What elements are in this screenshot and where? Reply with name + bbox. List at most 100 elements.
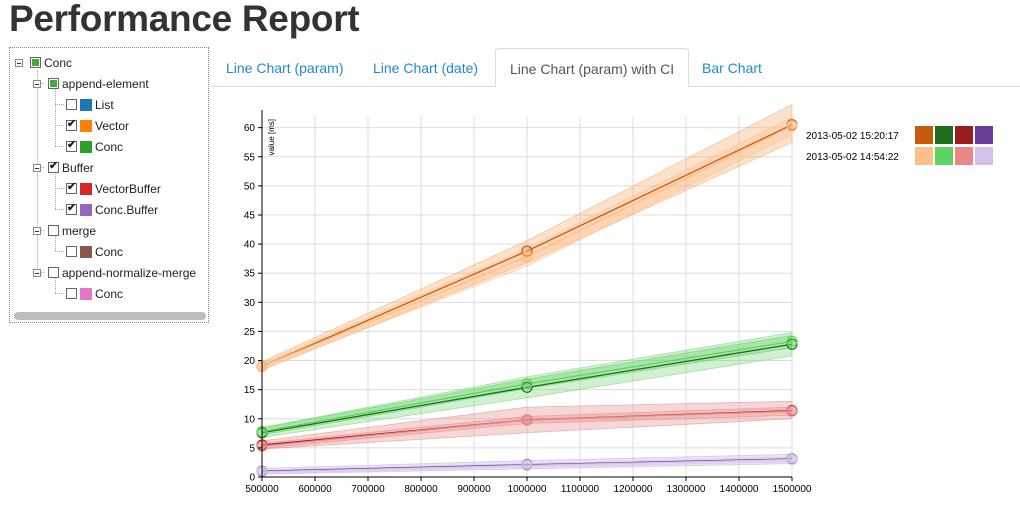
tree-panel: Conc append-element List ✔ Vector ✔ Conc ✔ Buffe…: [9, 47, 209, 323]
tree-connector: [55, 188, 64, 189]
tree-checkbox[interactable]: [48, 78, 59, 89]
tree-item[interactable]: ✔ Conc.Buffer: [66, 199, 158, 220]
tree-item-label: List: [95, 97, 114, 112]
color-swatch: [80, 98, 92, 111]
legend-swatch: [955, 126, 973, 144]
y-tick-label: 15: [244, 385, 256, 396]
tree-item[interactable]: ✔ VectorBuffer: [66, 178, 161, 199]
tree-checkbox[interactable]: [66, 246, 77, 257]
legend: 2013-05-02 15:20:17 2013-05-02 14:54:22: [806, 126, 993, 165]
data-point: [521, 381, 533, 393]
data-points: [256, 119, 798, 478]
collapse-icon[interactable]: [33, 268, 41, 277]
collapse-icon[interactable]: [33, 226, 41, 235]
y-axis-label: value [ms]: [267, 119, 276, 155]
series-lines: [261, 124, 793, 473]
y-tick-label: 10: [244, 414, 256, 425]
tree-item[interactable]: Conc: [15, 52, 72, 73]
checkmark-icon: ✔: [67, 181, 77, 193]
collapse-icon[interactable]: [33, 163, 41, 172]
tree-checkbox[interactable]: ✔: [66, 118, 77, 131]
x-tick-label: 1100000: [561, 484, 600, 495]
tree-connector: [55, 251, 64, 252]
tree-checkbox[interactable]: [48, 267, 59, 278]
data-point: [521, 414, 533, 426]
data-point: [786, 120, 798, 132]
x-tick-label: 1200000: [614, 484, 653, 495]
line-chart: 0 5 10 15 20 25 30 35 40 45 50 55 60 500000 600000 7000…: [244, 103, 993, 495]
y-tick-label: 20: [244, 356, 256, 367]
horizontal-scrollbar[interactable]: [14, 312, 206, 320]
checkmark-icon: ✔: [67, 139, 77, 151]
legend-swatch: [915, 126, 933, 144]
tree-item[interactable]: ✔ Vector: [66, 115, 129, 136]
x-tick-label: 800000: [404, 484, 438, 495]
tree-item[interactable]: Conc: [66, 241, 123, 262]
tab-item[interactable]: Line Chart (param): [226, 60, 344, 76]
tree-item-label: Buffer: [62, 160, 94, 175]
y-tick-label: 55: [244, 152, 256, 163]
data-point: [521, 251, 533, 263]
tree-item[interactable]: append-normalize-merge: [33, 262, 196, 283]
legend-swatch: [975, 147, 993, 165]
tree-item-label: Conc: [95, 139, 124, 154]
tree-item[interactable]: List: [66, 94, 114, 115]
data-point: [786, 335, 798, 347]
tree-item-label: Vector: [95, 118, 130, 133]
series-line: [261, 410, 793, 447]
tree-checkbox[interactable]: ✔: [48, 160, 59, 173]
y-tick-label: 45: [244, 210, 256, 221]
tree-item-label: Conc: [95, 244, 124, 259]
tree-checkbox[interactable]: [48, 225, 59, 236]
tab-item[interactable]: Bar Chart: [702, 60, 762, 76]
tab-item[interactable]: Line Chart (date): [373, 60, 479, 76]
data-point: [786, 405, 798, 417]
color-swatch: [80, 119, 92, 132]
x-tick-label: 1400000: [720, 484, 759, 495]
data-point: [786, 453, 798, 466]
y-tick-label: 60: [244, 123, 256, 134]
color-swatch: [80, 182, 92, 195]
tree-connector: [55, 171, 56, 209]
tree-connector: [55, 234, 56, 251]
series-line: [261, 343, 793, 434]
tree-item[interactable]: ✔ Conc: [66, 136, 123, 157]
y-tick-label: 35: [244, 269, 256, 280]
data-point: [521, 378, 533, 390]
tab-item[interactable]: Line Chart (param) with CI: [495, 48, 690, 87]
checkmark-icon: ✔: [49, 160, 59, 172]
tree-checkbox[interactable]: ✔: [66, 181, 77, 194]
tree-item[interactable]: append-element: [33, 73, 149, 94]
page-title: Performance Report: [9, 0, 360, 39]
collapse-icon[interactable]: [33, 79, 41, 88]
tree-checkbox[interactable]: ✔: [66, 139, 77, 152]
tree-checkbox[interactable]: [66, 288, 77, 299]
tree-item[interactable]: Conc: [66, 283, 123, 304]
x-tick-label: 1000000: [508, 484, 547, 495]
y-tick-label: 5: [249, 443, 255, 454]
chart-tabs: Line Chart (param) Line Chart (date) Line …: [212, 48, 1020, 87]
tree-item-label: Conc: [95, 286, 124, 301]
tree-item[interactable]: merge: [33, 220, 96, 241]
y-tick-label: 30: [244, 298, 256, 309]
legend-swatch: [935, 147, 953, 165]
tree-checkbox[interactable]: ✔: [66, 202, 77, 215]
color-swatch: [80, 245, 92, 258]
tree-connector: [55, 146, 64, 147]
series-line: [261, 125, 793, 367]
tree-checkbox[interactable]: [30, 57, 41, 68]
legend-swatch: [935, 126, 953, 144]
tree-checkbox[interactable]: [66, 99, 77, 110]
tree-connector: [55, 104, 64, 105]
color-swatch: [80, 287, 92, 300]
color-swatch: [80, 203, 92, 216]
series-line: [261, 340, 793, 433]
series-line: [261, 124, 793, 367]
chart-grid: [262, 116, 793, 477]
color-swatch: [80, 140, 92, 153]
tree-item[interactable]: ✔ Buffer: [33, 157, 94, 178]
x-tick-label: 900000: [457, 484, 491, 495]
collapse-icon[interactable]: [15, 58, 23, 67]
data-point: [521, 245, 533, 257]
tree-item-label: Conc.Buffer: [95, 202, 159, 217]
